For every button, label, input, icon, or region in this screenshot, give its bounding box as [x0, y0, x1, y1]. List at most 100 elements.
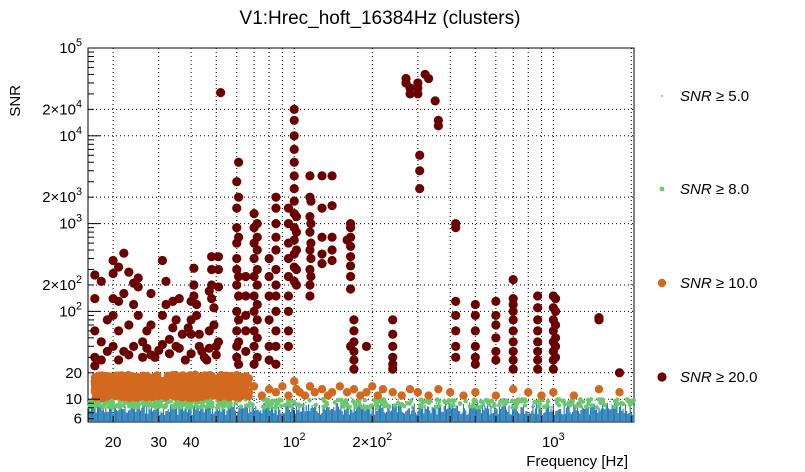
- snr-10-point: [223, 382, 232, 392]
- snr-20-point: [252, 352, 262, 362]
- snr-20-point: [289, 235, 299, 245]
- snr-10-point: [157, 381, 166, 391]
- snr-8-point: [562, 402, 568, 407]
- snr-20-point: [252, 219, 262, 229]
- snr-20-point: [271, 264, 281, 275]
- snr-20-point: [233, 337, 244, 347]
- snr-8-point: [392, 403, 398, 408]
- y-tick-label: 104: [59, 125, 82, 145]
- snr-20-point: [233, 232, 244, 242]
- snr-20-point: [305, 280, 315, 290]
- snr-20-point: [491, 355, 501, 365]
- snr-20-point: [451, 223, 461, 233]
- snr-8-point: [93, 402, 98, 407]
- legend-label: SNR ≥ 5.0: [680, 88, 749, 105]
- snr-20-point: [533, 326, 543, 336]
- snr-20-point: [548, 364, 558, 374]
- snr-20-point: [232, 352, 242, 362]
- snr-8-point: [586, 401, 591, 406]
- snr-8-point: [382, 403, 387, 409]
- snr-20-point: [146, 288, 156, 299]
- snr-8-point: [269, 398, 275, 404]
- snr-8-point: [395, 400, 401, 406]
- snr-20-point: [283, 341, 294, 351]
- snr-20-point: [252, 280, 262, 290]
- snr-5-point: [358, 406, 360, 408]
- snr-10-point: [127, 392, 136, 402]
- snr-10-point: [305, 382, 315, 391]
- snr-20-point: [345, 284, 356, 294]
- snr-20-point: [451, 310, 461, 321]
- snr-20-point: [133, 310, 143, 321]
- snr-8-point: [588, 397, 594, 402]
- legend-marker: [661, 95, 663, 97]
- snr-20-point: [241, 326, 251, 336]
- axis-ticks: [88, 51, 632, 422]
- snr-5-point: [253, 397, 255, 400]
- snr-8-point: [215, 405, 220, 410]
- snr-20-point: [345, 223, 356, 233]
- snr-8-point: [373, 401, 379, 407]
- snr-10-point: [236, 381, 246, 390]
- snr-10-point: [182, 372, 191, 382]
- snr-10-point: [141, 390, 150, 399]
- snr-20-point: [146, 320, 156, 330]
- snr-20-point: [142, 343, 152, 353]
- snr-20-point: [271, 341, 281, 351]
- snr-10-point: [160, 388, 169, 397]
- snr-20-point: [232, 280, 242, 290]
- snr-10-point: [210, 377, 219, 386]
- x-tick-label: 30: [150, 434, 167, 451]
- snr-20-point: [249, 291, 259, 301]
- legend-label: SNR ≥ 10.0: [680, 275, 757, 292]
- snr-8-point: [501, 402, 507, 407]
- snr-8-point: [489, 398, 495, 404]
- snr-20-point: [90, 361, 100, 371]
- snr-5-point: [445, 405, 447, 407]
- snr-8-point: [375, 405, 380, 410]
- snr-8-point: [332, 400, 338, 405]
- snr-20-point: [470, 326, 480, 336]
- snr-20-point: [90, 293, 100, 304]
- snr-5-point: [367, 399, 369, 401]
- x-axis-label: Frequency [Hz]: [526, 453, 628, 470]
- snr-20-point: [264, 291, 274, 301]
- snr-20-point: [204, 343, 214, 353]
- snr-5-point: [256, 402, 258, 404]
- snr-20-point: [306, 271, 316, 282]
- snr-20-point: [317, 249, 327, 259]
- snr-20-point: [271, 306, 281, 317]
- snr-10-point: [168, 390, 178, 399]
- snr-10-point: [290, 377, 299, 386]
- snr-20-point: [283, 306, 294, 317]
- snr-5-point: [594, 399, 596, 401]
- snr-10-point: [113, 371, 123, 380]
- snr-10-point: [167, 380, 177, 390]
- snr-8-point: [480, 401, 486, 406]
- snr-8-point: [619, 400, 624, 406]
- snr-8-point: [282, 403, 287, 408]
- snr-8-point: [512, 399, 517, 405]
- snr-20-point: [614, 368, 625, 378]
- snr-8-point: [368, 403, 374, 408]
- snr-20-point: [533, 364, 543, 374]
- snr-20-point: [264, 271, 274, 282]
- snr-8-point: [336, 397, 341, 403]
- snr-5-point: [313, 398, 315, 400]
- snr-10-point: [413, 388, 423, 397]
- snr-5-point: [411, 405, 413, 407]
- snr-5-point: [412, 397, 414, 400]
- snr-8-point: [491, 404, 497, 409]
- snr-8-point: [100, 405, 105, 410]
- snr-20-point: [241, 346, 251, 357]
- snr-10-point: [138, 371, 148, 381]
- snr-5-point: [496, 405, 498, 407]
- snr-8-point: [510, 405, 515, 410]
- snr-20-point: [388, 352, 398, 362]
- snr-10-point: [151, 390, 161, 399]
- snr-5-point: [610, 398, 612, 401]
- snr-10-point: [101, 390, 110, 399]
- snr-8-point: [387, 404, 392, 409]
- snr-20-point: [508, 364, 518, 374]
